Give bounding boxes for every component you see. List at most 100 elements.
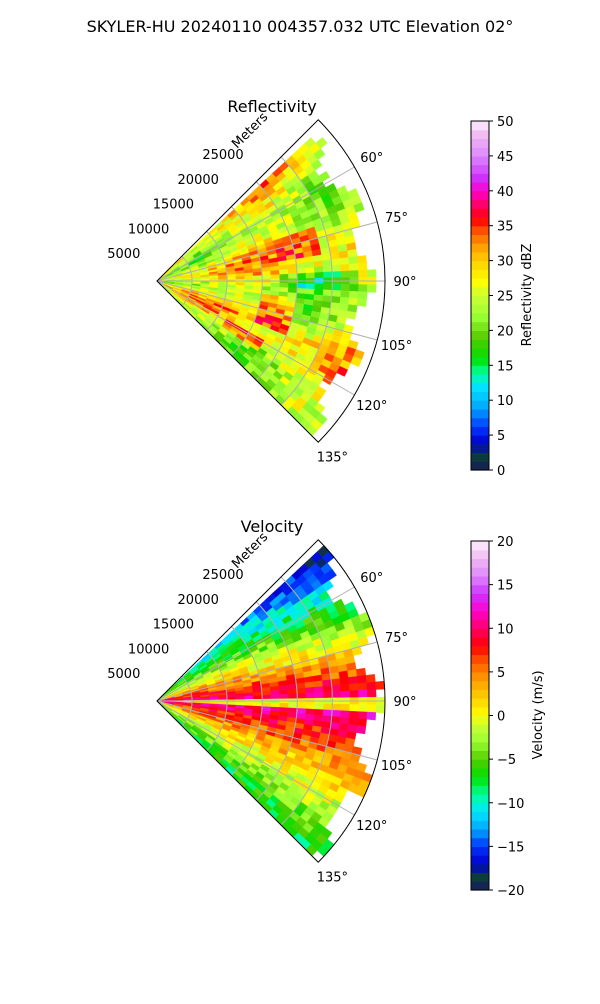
- radar-gate: [280, 283, 289, 288]
- radar-gate: [297, 693, 306, 698]
- radar-gate: [375, 681, 384, 689]
- radar-gate: [350, 690, 359, 697]
- colorbar-band: [471, 698, 489, 707]
- colorbar-band: [471, 269, 489, 278]
- colorbar-band: [471, 138, 489, 147]
- radar-gate: [262, 703, 271, 707]
- radar-gate: [357, 719, 367, 727]
- radar-gate: [288, 703, 297, 708]
- radar-gate: [349, 256, 358, 264]
- radar-gate: [306, 693, 315, 699]
- colorbar-band: [471, 304, 489, 313]
- radar-gate: [244, 273, 253, 277]
- radar-gate: [332, 265, 341, 272]
- colorbar-band: [471, 550, 489, 559]
- radar-gate: [367, 682, 376, 690]
- radar-gate: [271, 695, 280, 699]
- colorbar-band: [471, 716, 489, 725]
- radar-gate: [331, 259, 340, 266]
- colorbar-band: [471, 602, 489, 611]
- radar-gate: [315, 272, 324, 278]
- radar-gate: [348, 669, 358, 677]
- azimuth-tick-label: 90°: [393, 275, 416, 290]
- radar-gate: [349, 263, 358, 271]
- radar-gate: [341, 264, 350, 271]
- radar-gate: [358, 270, 367, 278]
- radar-gate: [348, 249, 358, 257]
- azimuth-tick-label: 75°: [385, 211, 408, 226]
- reflectivity-sector: 60°75°90°105°120°135°5000100001500020000…: [107, 110, 416, 466]
- colorbar-band: [471, 313, 489, 322]
- colorbar-tick-label: −10: [497, 797, 524, 812]
- colorbar-band: [471, 357, 489, 366]
- colorbar-band: [471, 672, 489, 681]
- colorbar-band: [471, 689, 489, 698]
- colorbar-band: [471, 278, 489, 287]
- radar-gate: [366, 674, 376, 682]
- radar-gate: [341, 711, 350, 718]
- colorbar-band: [471, 628, 489, 637]
- radar-gate: [288, 264, 297, 270]
- colorbar-tick-label: −15: [497, 840, 524, 855]
- colorbar-band: [471, 707, 489, 716]
- range-tick-label: 5000: [107, 247, 140, 262]
- radar-gate: [349, 718, 358, 726]
- radar-gate: [340, 258, 349, 265]
- colorbar-band: [471, 156, 489, 165]
- radar-gate: [323, 704, 332, 710]
- colorbar-tick-label: 0: [497, 710, 505, 725]
- radar-gate: [306, 289, 315, 295]
- radar-gate: [288, 684, 297, 690]
- radar-gate: [358, 712, 367, 720]
- radar-gate: [330, 252, 340, 259]
- radar-gate: [314, 289, 323, 295]
- colorbar-tick-label: 45: [497, 150, 514, 165]
- colorbar-band: [471, 829, 489, 838]
- colorbar-band: [471, 558, 489, 567]
- radar-gate: [341, 691, 350, 698]
- radar-gate: [314, 687, 323, 693]
- colorbar-band: [471, 768, 489, 777]
- radar-gate: [346, 311, 356, 319]
- radar-gate: [357, 299, 367, 307]
- radar-gate: [227, 277, 236, 280]
- radar-gate: [288, 689, 297, 694]
- radar-gate: [315, 704, 324, 710]
- radar-gate: [331, 296, 340, 303]
- colorbar-band: [471, 426, 489, 435]
- radar-gate: [201, 278, 210, 280]
- radar-gate: [314, 267, 323, 273]
- azimuth-tick-label: 75°: [385, 631, 408, 646]
- radar-gate: [296, 263, 305, 269]
- radar-gate: [356, 726, 366, 734]
- range-tick-label: 5000: [107, 667, 140, 682]
- range-tick-label: 20000: [178, 593, 219, 608]
- range-tick-label: 20000: [178, 173, 219, 188]
- azimuth-tick-label: 90°: [393, 695, 416, 710]
- colorbar-band: [471, 226, 489, 235]
- radar-gate: [306, 273, 315, 279]
- radar-gate: [358, 705, 367, 713]
- radar-gate: [306, 709, 315, 715]
- colorbar-tick-label: 10: [497, 394, 514, 409]
- colorbar-band: [471, 785, 489, 794]
- colorbar-tick-label: 0: [497, 464, 505, 479]
- colorbar-band: [471, 846, 489, 855]
- radar-gate: [358, 292, 367, 300]
- radar-gate: [339, 671, 349, 679]
- radar-gate: [236, 696, 245, 699]
- colorbar-tick-label: 35: [497, 220, 514, 235]
- radar-gate: [349, 711, 358, 719]
- colorbar-band: [471, 217, 489, 226]
- radar-gate: [201, 698, 210, 700]
- colorbar-band: [471, 654, 489, 663]
- radar-gate: [271, 270, 280, 275]
- radar-gate: [358, 263, 367, 271]
- colorbar-band: [471, 461, 489, 470]
- radar-gate: [271, 275, 280, 279]
- radar-gate: [349, 291, 358, 299]
- colorbar-band: [471, 567, 489, 576]
